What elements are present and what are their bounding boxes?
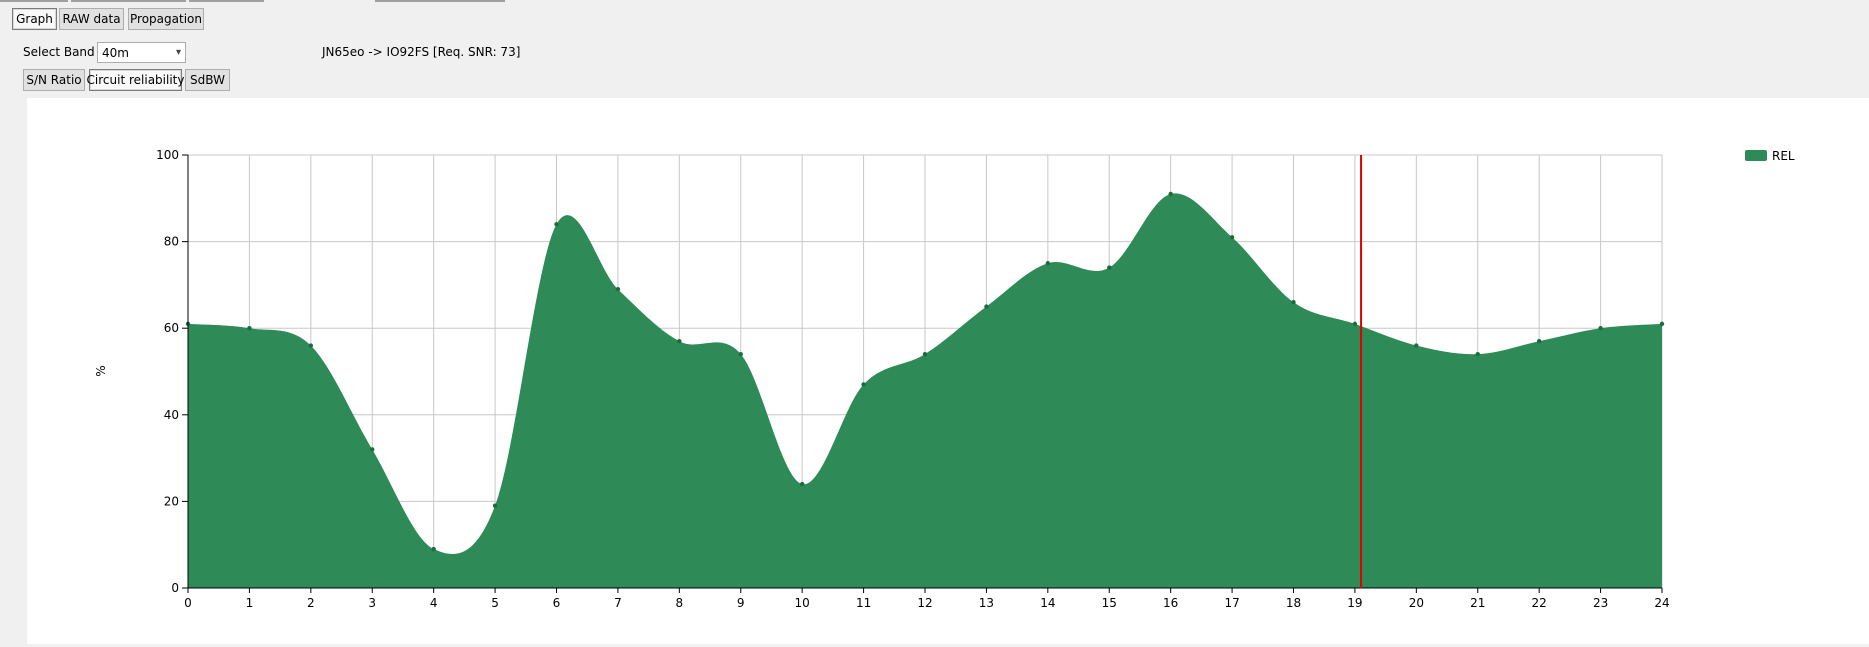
x-tick-label: 13 [979,596,994,610]
top-tab-strip [0,0,505,2]
data-point [492,503,498,508]
data-point [1536,338,1542,344]
data-point [1414,343,1419,348]
sdbw-button[interactable]: SdBW [185,69,230,91]
x-tick-label: 23 [1593,596,1608,610]
x-tick-label: 1 [246,596,254,610]
y-tick-labels: 0 20 40 60 80 100 [156,148,179,595]
data-point [1291,300,1296,305]
sn-ratio-button[interactable]: S/N Ratio [23,69,85,91]
y-tick-label: 80 [164,235,179,249]
data-point [738,351,743,357]
x-tick-label: 3 [368,596,376,610]
y-tick-label: 100 [156,148,179,162]
x-tick-label: 21 [1470,596,1485,610]
data-point [861,382,866,387]
y-tick-label: 0 [171,581,179,595]
select-band-label: Select Band [23,45,95,59]
circuit-reliability-button[interactable]: Circuit reliability [87,69,184,91]
x-tick-label: 24 [1654,596,1669,610]
legend-label-rel: REL [1772,149,1795,163]
rel-series-area [188,193,1662,588]
y-tick-label: 60 [164,321,179,335]
data-point [677,338,682,344]
data-point [308,343,314,348]
x-tick-label: 15 [1102,596,1117,610]
tab-propagation[interactable]: Propagation [128,8,204,30]
data-point [1598,326,1603,331]
band-select[interactable]: 40m ▾ [97,42,186,63]
tab-graph[interactable]: Graph [12,8,57,30]
x-tick-labels: 0 1 2 3 4 5 6 7 8 9 10 11 12 13 14 15 16 17 18 19 20 21 22 23 24 [184,596,1669,610]
data-point [799,481,805,487]
x-tick-label: 4 [430,596,438,610]
data-point [922,351,928,357]
data-point [1352,321,1358,327]
data-point [247,326,252,331]
data-point [370,447,375,452]
y-axis-label: % [94,365,108,376]
x-tick-label: 18 [1286,596,1301,610]
data-point [431,546,436,552]
x-tick-label: 9 [737,596,745,610]
chart-axes [182,154,1663,593]
x-tick-label: 16 [1163,596,1178,610]
data-point [1107,265,1112,270]
x-tick-label: 5 [491,596,499,610]
x-tick-label: 22 [1532,596,1547,610]
x-tick-label: 8 [676,596,684,610]
tab-raw-data[interactable]: RAW data [59,8,124,30]
x-tick-label: 17 [1224,596,1239,610]
x-tick-label: 14 [1040,596,1055,610]
data-point [615,287,621,292]
x-tick-label: 6 [553,596,561,610]
x-tick-label: 10 [795,596,810,610]
x-tick-label: 0 [184,596,192,610]
chevron-down-icon: ▾ [175,47,181,58]
x-tick-label: 12 [917,596,932,610]
chart-panel: 0 1 2 3 4 5 6 7 8 9 10 11 12 13 14 15 16 17 18 19 20 21 22 23 24… [27,98,1869,644]
path-info: JN65eo -> IO92FS [Req. SNR: 73] [322,45,521,59]
y-tick-label: 40 [164,408,179,422]
y-tick-label: 20 [164,494,179,508]
data-point [554,222,559,227]
x-tick-label: 19 [1347,596,1362,610]
reliability-chart: 0 1 2 3 4 5 6 7 8 9 10 11 12 13 14 15 16 17 18 19 20 21 22 23 24… [94,148,1795,610]
data-point [1475,351,1480,357]
x-tick-label: 7 [614,596,622,610]
data-point [1659,321,1665,327]
x-tick-label: 11 [856,596,871,610]
x-tick-label: 20 [1409,596,1424,610]
legend-swatch-rel [1745,150,1767,161]
data-point [1229,235,1235,240]
data-point [1045,261,1051,266]
legend: REL [1745,149,1795,163]
x-tick-label: 2 [307,596,315,610]
data-point [1168,191,1173,197]
data-point [984,304,989,309]
band-select-value: 40m [102,45,129,60]
